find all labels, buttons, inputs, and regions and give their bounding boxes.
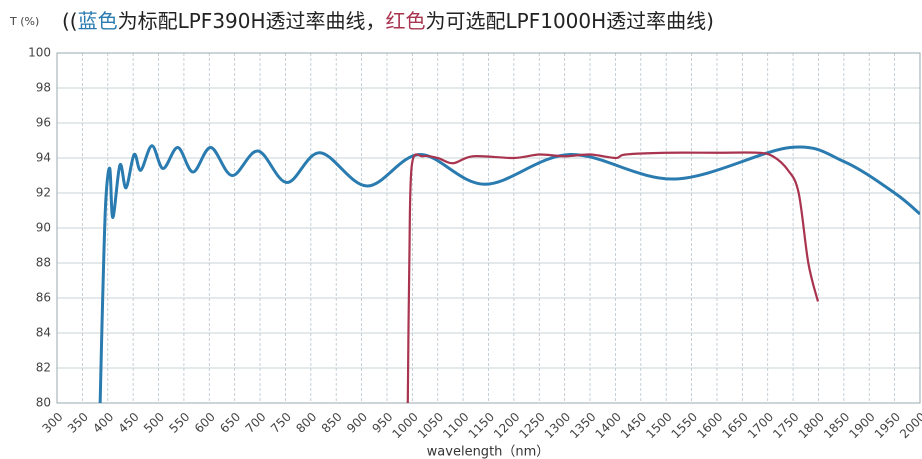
x-tick-label: 1850 xyxy=(821,410,852,441)
x-tick-label: 1550 xyxy=(669,410,700,441)
y-tick-label: 96 xyxy=(36,116,51,130)
y-axis-label: T (%) xyxy=(9,15,39,28)
x-tick-label: 800 xyxy=(293,410,319,436)
x-tick-label: 1450 xyxy=(618,410,649,441)
x-tick-label: 1750 xyxy=(770,410,801,441)
y-tick-label: 92 xyxy=(36,186,51,200)
chart-title: ((蓝色为标配LPF390H透过率曲线，红色为可选配LPF1000H透过率曲线) xyxy=(62,9,714,33)
series-line xyxy=(406,151,820,403)
title-part: 为标配LPF390H透过率曲线， xyxy=(118,9,386,33)
x-tick-label: 1900 xyxy=(846,410,877,441)
series-line xyxy=(98,144,920,403)
x-tick-label: 1600 xyxy=(694,410,725,441)
x-tick-label: 1100 xyxy=(440,410,471,441)
x-tick-label: 1700 xyxy=(745,410,776,441)
x-tick-label: 450 xyxy=(116,410,142,436)
x-tick-label: 700 xyxy=(243,410,269,436)
x-tick-label: 750 xyxy=(268,410,294,436)
y-tick-label: 80 xyxy=(36,396,51,410)
x-axis-label: wavelength（nm） xyxy=(427,445,550,459)
y-tick-label: 84 xyxy=(36,326,51,340)
x-tick-label: 350 xyxy=(65,410,91,436)
x-tick-label: 1050 xyxy=(415,410,446,441)
x-tick-label: 400 xyxy=(90,410,116,436)
x-tick-label: 1000 xyxy=(389,410,420,441)
x-tick-label: 500 xyxy=(141,410,167,436)
x-tick-label: 1400 xyxy=(593,410,624,441)
x-tick-label: 650 xyxy=(217,410,243,436)
x-tick-label: 900 xyxy=(344,410,370,436)
title-part: 蓝色 xyxy=(78,9,118,33)
title-part: (( xyxy=(62,9,78,33)
title-part: 红色 xyxy=(386,9,426,33)
y-tick-label: 90 xyxy=(36,221,51,235)
title-part: 为可选配LPF1000H透过率曲线) xyxy=(426,9,714,33)
x-tick-label: 1500 xyxy=(643,410,674,441)
y-tick-label: 98 xyxy=(36,81,51,95)
y-tick-label: 82 xyxy=(36,361,51,375)
x-tick-label: 2000 xyxy=(897,410,922,441)
y-tick-label: 86 xyxy=(36,291,51,305)
y-tick-label: 94 xyxy=(36,151,51,165)
x-tick-label: 1800 xyxy=(796,410,827,441)
x-tick-label: 1650 xyxy=(719,410,750,441)
plot-frame xyxy=(56,52,921,404)
y-tick-label: 88 xyxy=(36,256,51,270)
x-tick-label: 550 xyxy=(166,410,192,436)
x-tick-label: 850 xyxy=(319,410,345,436)
y-tick-label: 100 xyxy=(28,46,51,60)
x-tick-label: 1300 xyxy=(542,410,573,441)
x-tick-label: 300 xyxy=(39,410,65,436)
x-tick-label: 1350 xyxy=(567,410,598,441)
x-tick-label: 1150 xyxy=(466,410,497,441)
x-tick-label: 1250 xyxy=(516,410,547,441)
x-tick-label: 1950 xyxy=(872,410,903,441)
x-tick-label: 600 xyxy=(192,410,218,436)
x-tick-label: 1200 xyxy=(491,410,522,441)
